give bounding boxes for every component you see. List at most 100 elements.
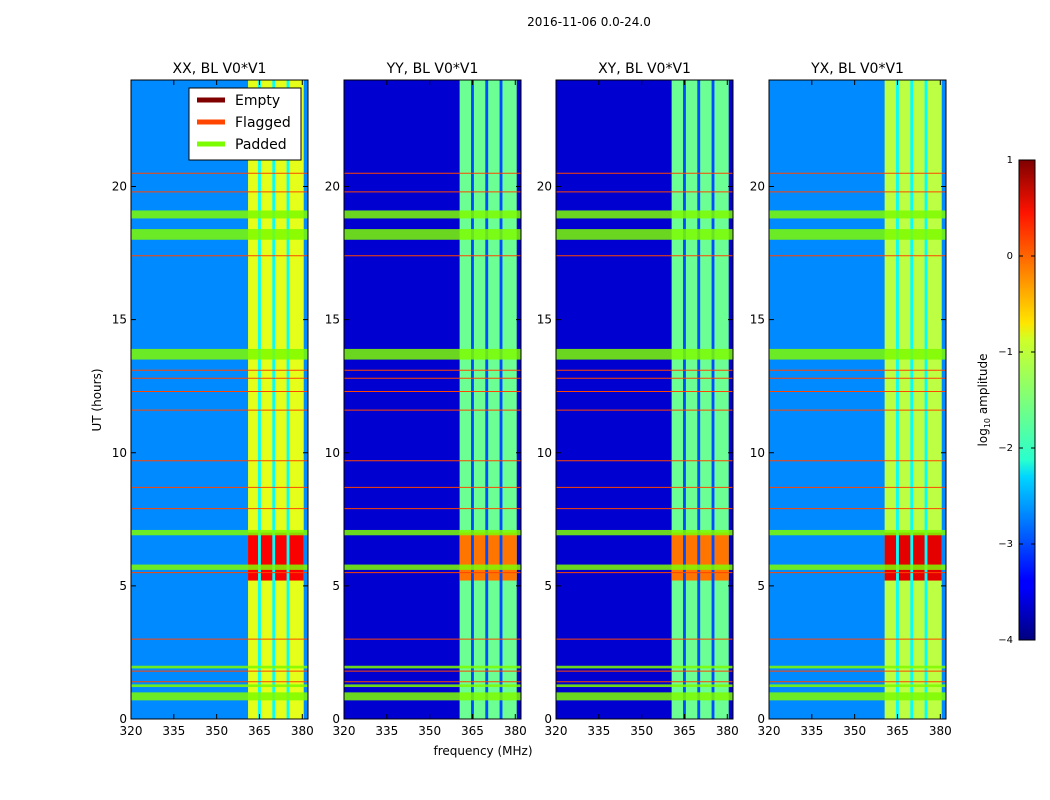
colorbar-tick-label: −3 <box>998 539 1013 550</box>
padded-row <box>344 692 521 701</box>
y-tick-label: 10 <box>112 446 127 460</box>
y-tick-label: 20 <box>750 180 765 194</box>
panel-title: XX, BL V0*V1 <box>173 61 267 77</box>
padded-row <box>344 529 521 536</box>
signal-band <box>459 80 517 719</box>
x-tick-label: 350 <box>843 724 866 738</box>
y-tick-label: 15 <box>325 313 340 327</box>
padded-row <box>556 348 733 360</box>
padded-row <box>556 684 733 688</box>
panel-title: XY, BL V0*V1 <box>598 61 691 77</box>
padded-row <box>344 210 521 219</box>
signal-band <box>248 80 304 719</box>
x-tick-label: 335 <box>375 724 398 738</box>
panel-2: YY, BL V0*V1 320 335 350 365 380 0 5 10 15 20 <box>325 61 527 738</box>
y-tick-label: 5 <box>119 579 127 593</box>
band-gap <box>924 80 928 719</box>
y-tick-label: 15 <box>537 313 552 327</box>
x-tick-label: 380 <box>716 724 739 738</box>
padded-row <box>769 348 946 360</box>
band-gap <box>286 80 290 719</box>
padded-row <box>344 665 521 669</box>
padded-row <box>556 529 733 536</box>
colorbar-tick-label: −2 <box>998 443 1013 454</box>
y-tick-label: 5 <box>544 579 552 593</box>
padded-row <box>344 564 521 570</box>
x-tick-label: 335 <box>800 724 823 738</box>
signal-burst <box>459 532 517 581</box>
band-gap <box>896 80 899 719</box>
y-tick-label: 15 <box>750 313 765 327</box>
y-tick-label: 5 <box>757 579 765 593</box>
padded-row <box>769 692 946 701</box>
padded-row <box>769 684 946 688</box>
padded-row <box>131 529 308 536</box>
panel-frame <box>343 79 522 720</box>
padded-row <box>556 665 733 669</box>
panel-4: YX, BL V0*V1 320 335 350 365 380 0 5 10 15 20 <box>750 61 952 738</box>
band-gap <box>499 80 503 719</box>
y-tick-label: 10 <box>537 446 552 460</box>
x-tick-label: 380 <box>291 724 314 738</box>
legend-flagged-label: Flagged <box>235 115 291 131</box>
signal-burst <box>248 532 304 581</box>
colorbar-label: log10 amplitude <box>976 354 992 447</box>
padded-row <box>344 348 521 360</box>
band-gap <box>485 80 489 719</box>
legend: Empty Flagged Padded <box>188 87 302 161</box>
band-gap <box>258 80 261 719</box>
band-gap <box>683 80 686 719</box>
legend-empty-label: Empty <box>235 93 280 109</box>
x-tick-label: 320 <box>120 724 143 738</box>
padded-row <box>344 684 521 688</box>
y-tick-label: 0 <box>119 712 127 726</box>
padded-row <box>131 229 308 240</box>
padded-row <box>769 665 946 669</box>
band-gap <box>272 80 276 719</box>
padded-row <box>131 210 308 219</box>
padded-row <box>769 229 946 240</box>
padded-row <box>556 229 733 240</box>
y-tick-label: 20 <box>537 180 552 194</box>
colorbar-gradient <box>1018 159 1036 641</box>
figure-suptitle: 2016-11-06 0.0-24.0 <box>527 15 651 29</box>
panel-frame <box>555 79 734 720</box>
panel-3: XY, BL V0*V1 320 335 350 365 380 0 5 10 15 20 <box>537 61 739 738</box>
padded-row <box>344 229 521 240</box>
x-tick-label: 335 <box>162 724 185 738</box>
panel-1: XX, BL V0*V1 320 335 350 365 380 0 5 10 15 20 <box>112 61 314 738</box>
y-tick-label: 0 <box>757 712 765 726</box>
padded-row <box>131 348 308 360</box>
x-tick-label: 365 <box>673 724 696 738</box>
padded-row <box>556 210 733 219</box>
panel-frame <box>130 79 309 720</box>
band-gap <box>910 80 914 719</box>
x-tick-label: 320 <box>545 724 568 738</box>
padded-row <box>556 692 733 701</box>
padded-row <box>769 210 946 219</box>
legend-padded-label: Padded <box>235 137 287 153</box>
colorbar: 1 0 −1 −2 −3 −4 log10 amplitude <box>976 155 1036 646</box>
x-tick-label: 365 <box>248 724 271 738</box>
y-tick-label: 15 <box>112 313 127 327</box>
y-tick-label: 0 <box>332 712 340 726</box>
x-tick-label: 320 <box>758 724 781 738</box>
panel-frame <box>768 79 947 720</box>
x-tick-label: 380 <box>504 724 527 738</box>
band-gap <box>711 80 715 719</box>
y-axis-label: UT (hours) <box>90 368 104 431</box>
x-tick-label: 350 <box>418 724 441 738</box>
band-gap <box>471 80 474 719</box>
y-tick-label: 20 <box>112 180 127 194</box>
x-tick-label: 320 <box>333 724 356 738</box>
x-tick-label: 350 <box>630 724 653 738</box>
padded-row <box>769 564 946 570</box>
padded-row <box>131 692 308 701</box>
colorbar-tick-label: 0 <box>1007 251 1013 262</box>
band-gap <box>697 80 701 719</box>
y-tick-label: 10 <box>325 446 340 460</box>
colorbar-tick-label: −4 <box>998 635 1013 646</box>
panel-title: YY, BL V0*V1 <box>386 61 479 77</box>
colorbar-tick-label: 1 <box>1007 155 1013 166</box>
